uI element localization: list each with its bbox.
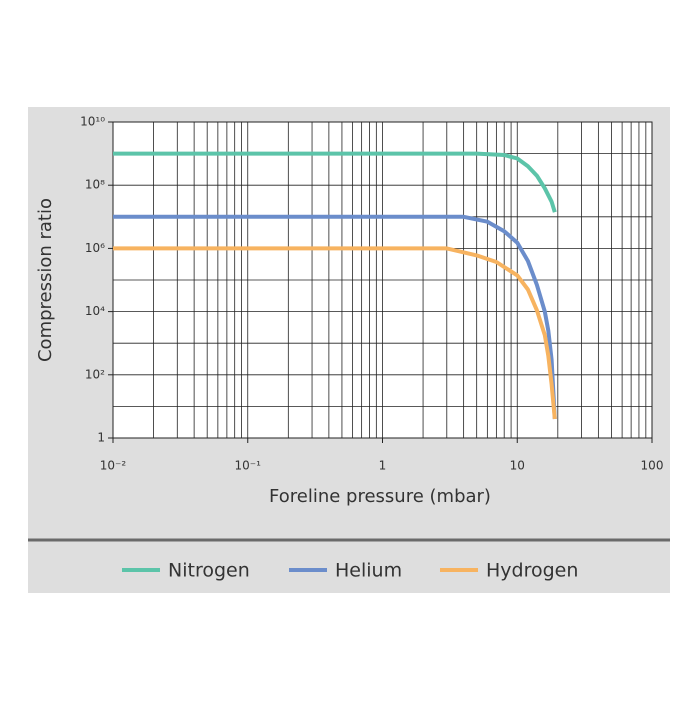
x-tick-label: 100 [641, 459, 664, 473]
y-axis-label: Compression ratio [35, 198, 56, 362]
y-tick-label: 1 [97, 431, 105, 445]
series-line [113, 214, 557, 420]
legend-label: Hydrogen [486, 560, 578, 582]
labels: 10⁻² 10⁻¹ 1 10 100 1 10² 10⁴ 10⁶ 10⁸ 10¹⁰ [80, 115, 663, 473]
legend: Nitrogen Helium Hydrogen [122, 560, 578, 582]
series-line [113, 151, 557, 213]
y-tick-label: 10¹⁰ [80, 115, 105, 129]
legend-label: Nitrogen [168, 560, 250, 582]
x-tick-label: 10 [510, 459, 525, 473]
x-axis-label: Foreline pressure (mbar) [269, 486, 491, 507]
y-tick-label: 10⁴ [85, 304, 105, 318]
y-tick-label: 10⁸ [85, 178, 105, 192]
x-tick-label: 1 [379, 459, 387, 473]
y-tick-label: 10⁶ [85, 241, 105, 255]
legend-label: Helium [335, 560, 402, 582]
x-tick-label: 10⁻¹ [235, 459, 262, 473]
x-tick-label: 10⁻² [100, 459, 127, 473]
y-tick-label: 10² [85, 367, 105, 381]
lines [113, 151, 557, 420]
series-line [113, 246, 557, 420]
plot-border [112, 121, 653, 439]
